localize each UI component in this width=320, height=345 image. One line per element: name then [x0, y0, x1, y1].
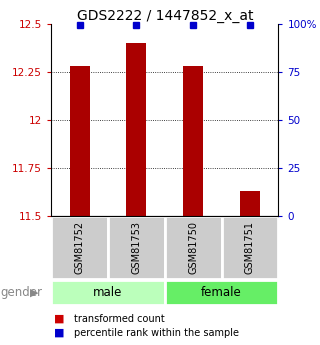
Text: ▶: ▶ — [30, 287, 39, 297]
Text: GSM81751: GSM81751 — [245, 221, 255, 274]
FancyBboxPatch shape — [165, 280, 278, 305]
Text: ■: ■ — [54, 328, 65, 338]
FancyBboxPatch shape — [165, 216, 221, 279]
Bar — [70, 66, 90, 216]
FancyBboxPatch shape — [51, 280, 165, 305]
Text: gender: gender — [0, 286, 42, 299]
FancyBboxPatch shape — [108, 216, 165, 279]
Text: GSM81753: GSM81753 — [132, 221, 141, 274]
Bar — [126, 43, 146, 216]
Text: female: female — [201, 286, 242, 299]
Bar — [240, 191, 260, 216]
FancyBboxPatch shape — [221, 216, 278, 279]
FancyBboxPatch shape — [51, 216, 108, 279]
Text: male: male — [93, 286, 123, 299]
Title: GDS2222 / 1447852_x_at: GDS2222 / 1447852_x_at — [76, 9, 253, 23]
Bar — [183, 66, 203, 216]
Text: GSM81750: GSM81750 — [188, 221, 198, 274]
Text: percentile rank within the sample: percentile rank within the sample — [74, 328, 239, 338]
Text: transformed count: transformed count — [74, 314, 164, 324]
Text: ■: ■ — [54, 314, 65, 324]
Text: GSM81752: GSM81752 — [75, 221, 84, 274]
